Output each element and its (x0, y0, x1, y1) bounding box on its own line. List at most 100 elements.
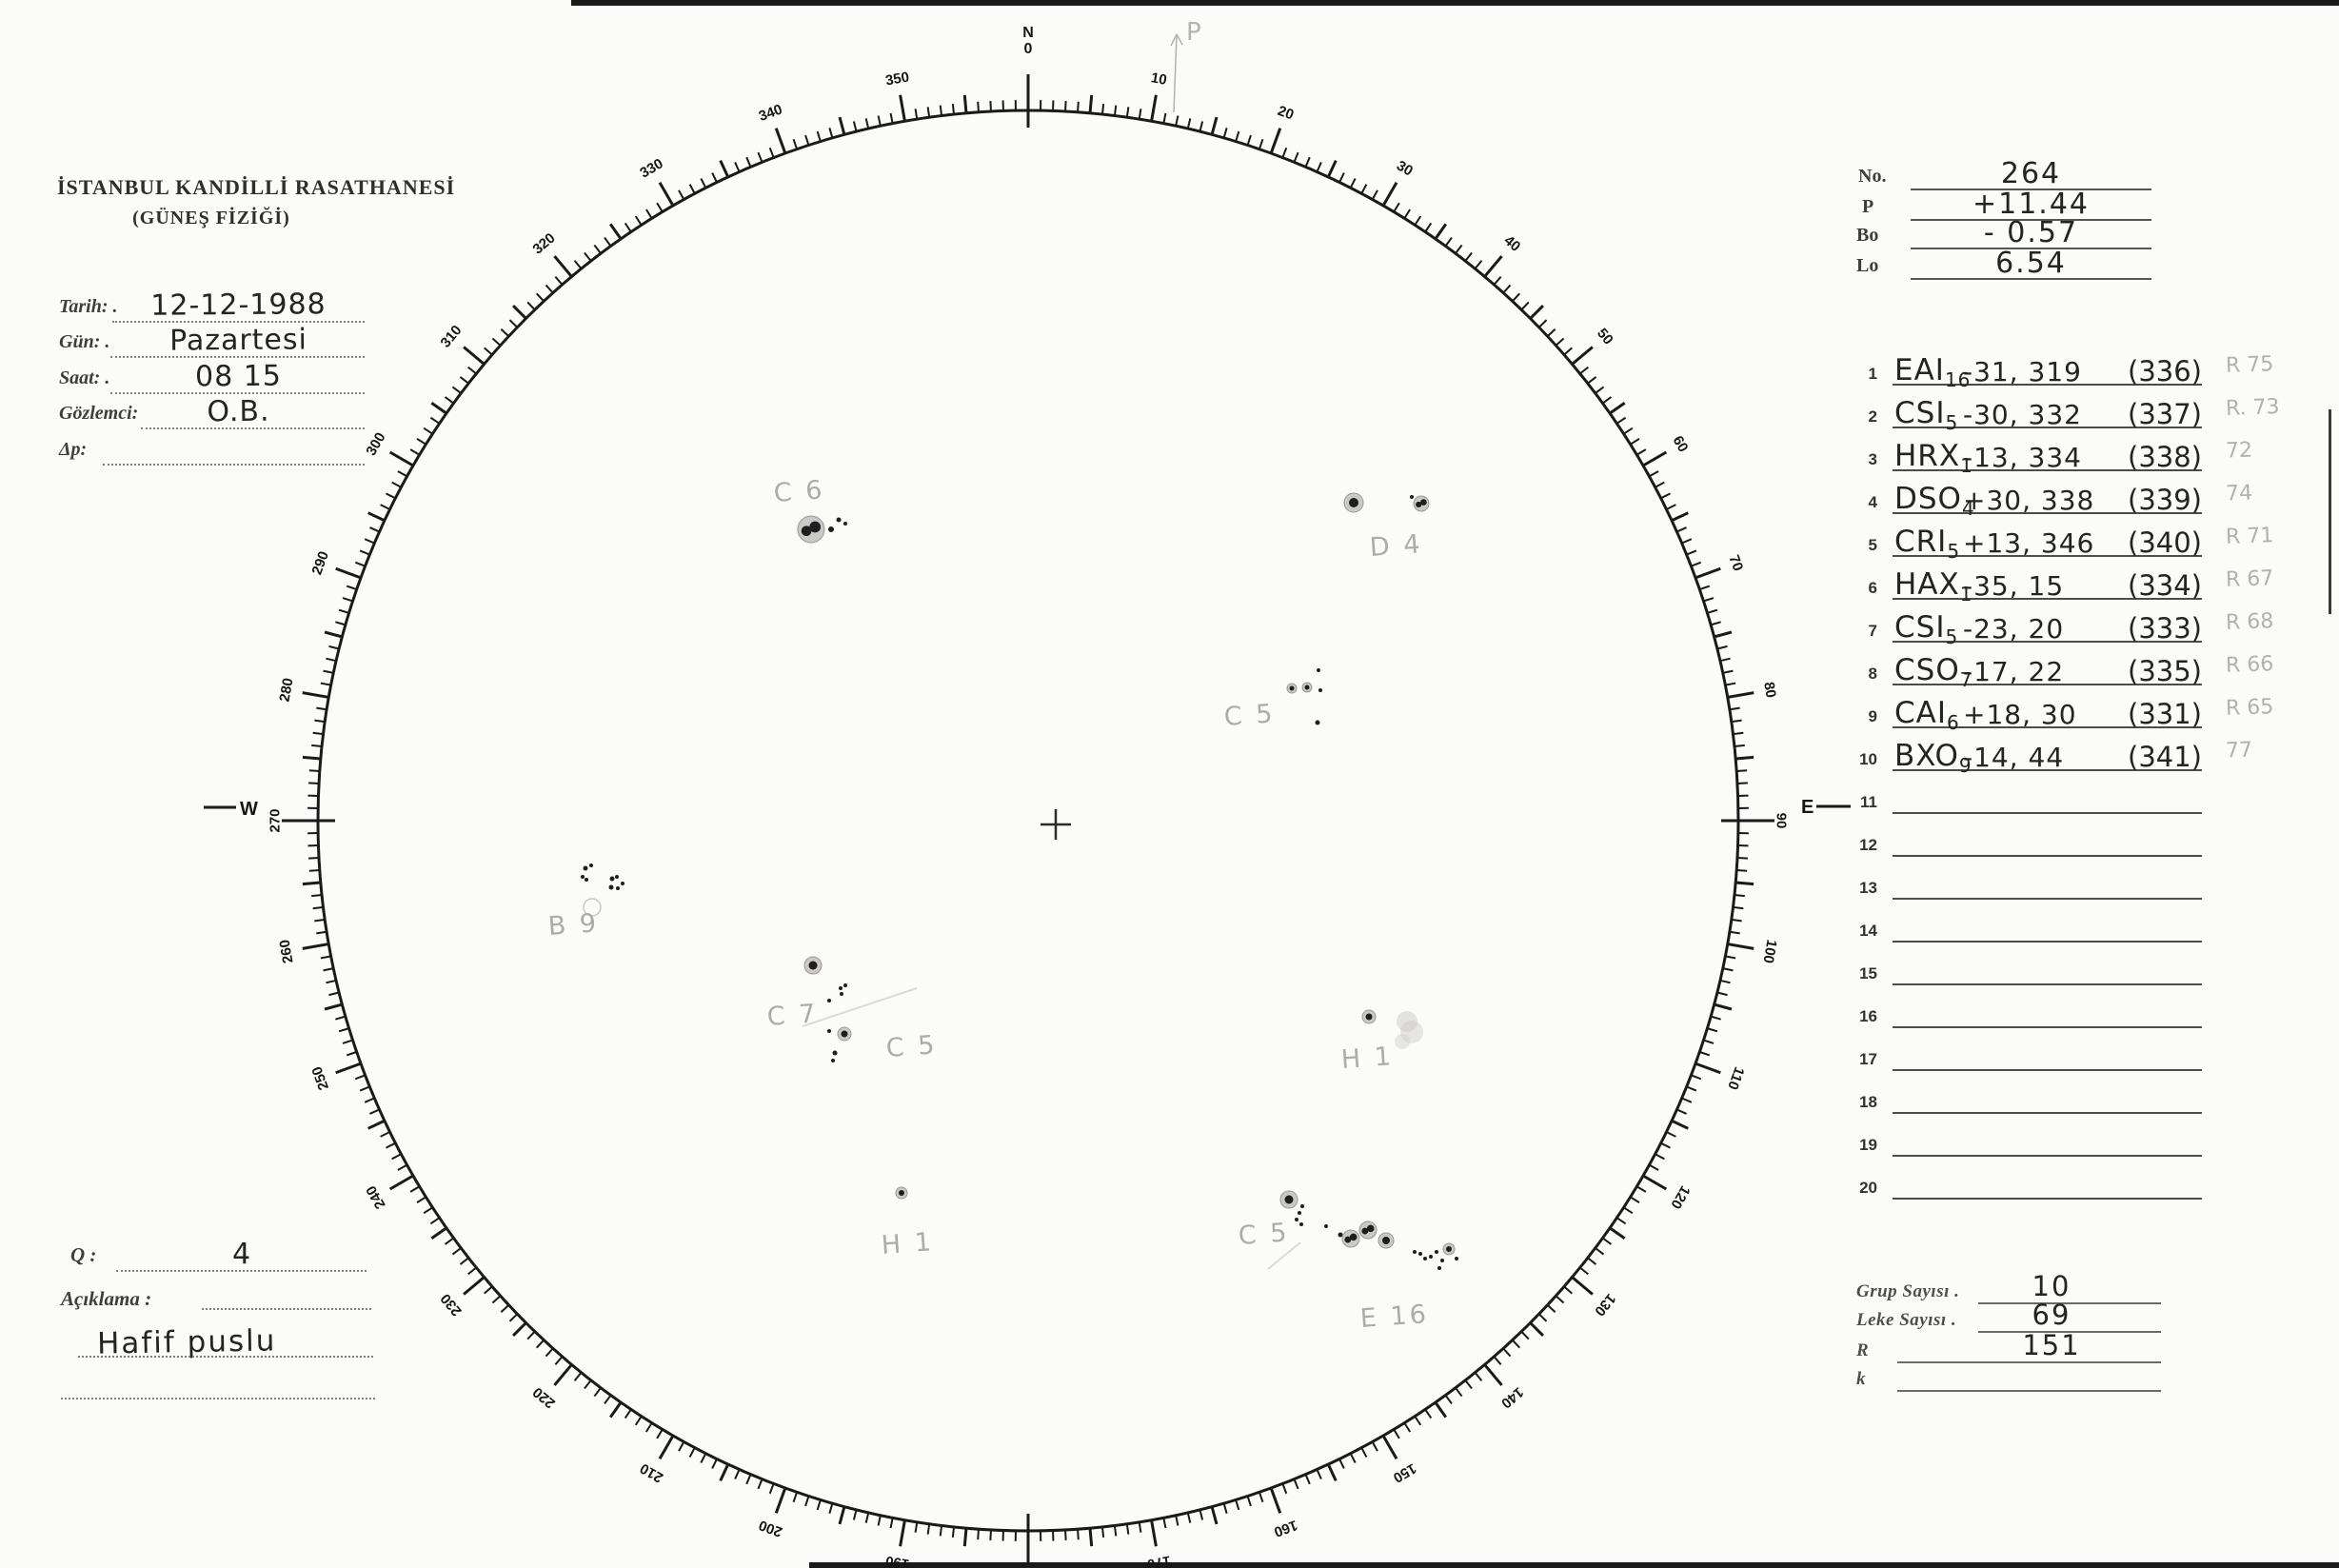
sunspot-dot (839, 986, 842, 990)
sunspot-list-row: EAI16 -31, 319 (336) (1893, 346, 2202, 391)
group-coordinates: +13, 346 (1963, 527, 2095, 559)
summary-label: k (1856, 1369, 1866, 1389)
degree-label: 150 (1390, 1459, 1418, 1485)
degree-label: 230 (438, 1290, 466, 1319)
sun-disk-rim (316, 109, 1740, 1533)
umbra (809, 521, 822, 533)
group-coordinates: -31, 319 (1963, 356, 2082, 387)
aciklama-line3 (61, 1398, 375, 1399)
empty-list-line (1893, 983, 2202, 985)
umbra (801, 526, 812, 536)
degree-label: 170 (1146, 1552, 1173, 1568)
sunspot-dot (843, 522, 847, 526)
group-code: CRI5 (1894, 525, 1961, 563)
ephemeris-value: - 0.57 (1983, 216, 2079, 249)
degree-label: 310 (438, 323, 466, 351)
sunspot-list-row: CRI5 +13, 346 (340) (1893, 517, 2202, 563)
degree-label: 270 (268, 808, 284, 832)
umbra (1361, 1227, 1369, 1235)
umbra (841, 1030, 848, 1038)
list-row-number: 5 (1868, 536, 1877, 554)
ephemeris-label: P (1862, 196, 1874, 217)
group-code-subscript: 1 (1959, 583, 1973, 605)
plage-smudge (1397, 1011, 1417, 1032)
sunspot-group-label: C 6 (773, 475, 826, 508)
group-code-subscript: 16 (1944, 368, 1972, 391)
degree-label: 30 (1394, 157, 1416, 179)
sunspot-dot (827, 999, 831, 1002)
group-coordinates: -13, 334 (1963, 442, 2082, 473)
degree-label: 340 (757, 101, 784, 125)
group-code: HAX1 (1894, 567, 1973, 605)
scan-edge-right (2329, 409, 2331, 614)
list-row-number: 8 (1868, 665, 1877, 683)
sunspot-group: B 9 (547, 863, 624, 942)
empty-list-line (1893, 898, 2202, 900)
sunspot-group: C 5 (1238, 1190, 1304, 1251)
degree-labels: 10 20 30 40 50 60 70 80 90 100 110 120 130 140 150 160 1… (268, 69, 1790, 1568)
list-row-number: 9 (1868, 707, 1877, 725)
sunspot-dot (616, 886, 620, 890)
list-row-number: 19 (1859, 1136, 1877, 1154)
plage-smudge (1395, 1034, 1410, 1049)
list-row-number: 3 (1868, 450, 1877, 468)
empty-list-line (1893, 1069, 2202, 1071)
list-row-number: 15 (1859, 964, 1877, 982)
sunspot-dot (1440, 1259, 1444, 1262)
cardinal-west: W (240, 799, 258, 820)
group-code-subscript: 5 (1947, 540, 1961, 563)
q-value: 4 (231, 1238, 251, 1271)
sunspot-dot (827, 1029, 831, 1033)
sunspot-groups: C 6 D 4 C 5 B 9 C 7 C 5 H 1 H 1 C 5 E 16 (547, 475, 1458, 1334)
sunspot-list-row: CAI6 +18, 30 (331) (1893, 688, 2202, 734)
group-number: (333) (2128, 612, 2202, 645)
sunspot-dot (1435, 1250, 1438, 1254)
scan-edge-bottom (809, 1562, 2339, 1568)
sunspot-group: H 1 (1340, 1009, 1423, 1075)
sunspot-dot (589, 863, 593, 867)
umbra (1304, 685, 1310, 690)
group-code-subscript: 6 (1947, 711, 1960, 734)
cardinal-north-zero: 0 (1023, 41, 1033, 57)
list-row-number: 4 (1868, 493, 1877, 511)
sunspot-dot (1299, 1222, 1303, 1226)
list-row-number: 10 (1859, 750, 1877, 768)
degree-label: 130 (1591, 1290, 1618, 1319)
umbra (1382, 1237, 1390, 1244)
empty-list-line (1893, 1112, 2202, 1114)
cardinal-east: E (1801, 797, 1814, 818)
list-row-number: 20 (1859, 1179, 1877, 1197)
sunspot-dot (1423, 1257, 1427, 1260)
degree-label: 190 (884, 1552, 911, 1568)
degree-label: 320 (530, 230, 559, 258)
ephemeris-label: Lo (1856, 255, 1879, 276)
ephemeris-line (1911, 219, 2151, 221)
summary-label: Grup Sayısı . (1856, 1281, 1960, 1301)
empty-list-line (1893, 855, 2202, 857)
ephemeris-value: +11.44 (1972, 188, 2091, 221)
summary-value: 151 (2022, 1329, 2081, 1361)
scan-edge-top (571, 0, 2339, 6)
group-number: (340) (2128, 526, 2202, 559)
sunspot-group: D 4 (1343, 492, 1430, 563)
sunspot-group-label: C 5 (1223, 699, 1277, 732)
sunspot-dot (608, 884, 614, 890)
cardinal-north: N 0 (1005, 25, 1051, 57)
list-row-number: 17 (1859, 1050, 1877, 1068)
umbra (1416, 501, 1422, 508)
degree-label: 250 (308, 1064, 332, 1092)
group-number: (339) (2128, 484, 2202, 516)
field-line (103, 464, 365, 466)
list-row-number: 2 (1868, 407, 1877, 426)
degree-label: 330 (637, 155, 665, 181)
degree-label: 120 (1667, 1182, 1693, 1211)
field-label: Saat: . (59, 367, 110, 388)
sunspot-group: C 7 (766, 956, 852, 1062)
group-number: (336) (2128, 355, 2202, 387)
sunspot-dot (828, 526, 834, 532)
sunspot-group: C 5 (1223, 668, 1322, 732)
sunspot-dot (1413, 1250, 1417, 1254)
field-label: Tarih: . (59, 296, 118, 317)
umbra (1365, 1013, 1373, 1021)
cardinal-north-letter: N (1022, 25, 1034, 41)
